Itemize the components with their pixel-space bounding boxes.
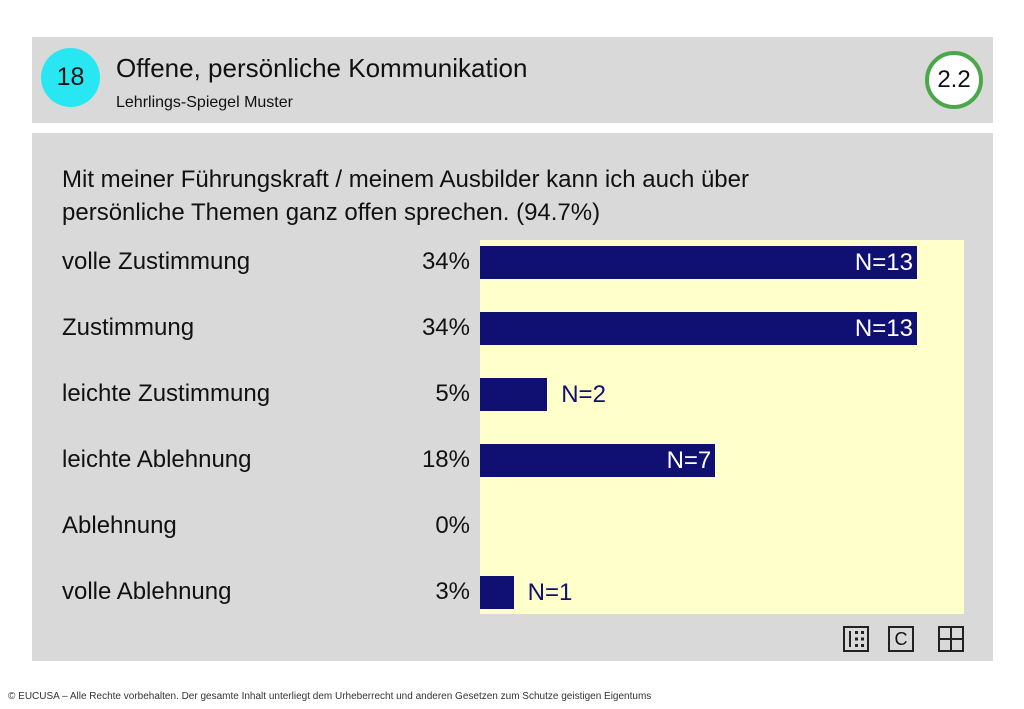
n-count-label: N=13 [854,315,913,342]
n-count-label: N=1 [527,579,573,606]
content-panel: Mit meiner Führungskraft / meinem Ausbil… [32,133,993,661]
slide-subtitle: Lehrlings-Spiegel Muster [116,94,293,111]
version-badge: 2.2 [925,51,983,109]
percent-label: 34% [421,314,470,341]
percent-label: 3% [435,578,470,605]
bar [480,246,917,279]
percent-label: 18% [421,446,470,473]
n-count-label: N=2 [561,381,606,408]
slide-header: 18 Offene, persönliche Kommunikation Leh… [32,37,993,123]
bar [480,576,514,609]
percent-label: 0% [435,512,470,539]
slide-title: Offene, persönliche Kommunikation [116,53,528,83]
bar [480,378,548,411]
category-label: Zustimmung [62,314,195,341]
bar [480,312,917,345]
category-label: volle Ablehnung [62,578,232,605]
question-line-1: Mit meiner Führungskraft / meinem Ausbil… [62,166,749,193]
category-label: leichte Ablehnung [62,446,252,473]
percent-label: 34% [421,248,470,275]
n-count-label: N=7 [666,447,712,474]
table-grid-icon[interactable] [938,626,964,652]
question-line-2: persönliche Themen ganz offen sprechen. … [62,199,601,226]
n-count-label: N=13 [854,249,913,276]
copyright-icon[interactable]: C [888,626,914,652]
category-label: leichte Zustimmung [62,380,271,407]
bar-plot-area: N=13 N=13 N=2 N=7 N=1 [480,240,964,614]
category-label: volle Zustimmung [62,248,251,275]
percent-label: 5% [435,380,470,407]
copyright-footer: © EUCUSA – Alle Rechte vorbehalten. Der … [8,691,652,702]
slide-number-badge: 18 [41,48,100,107]
bar [480,444,716,477]
question-text: Mit meiner Führungskraft / meinem Ausbil… [62,163,902,229]
list-grid-icon[interactable] [843,626,869,652]
category-label: Ablehnung [62,512,177,539]
copyright-icon-glyph: C [894,628,908,649]
